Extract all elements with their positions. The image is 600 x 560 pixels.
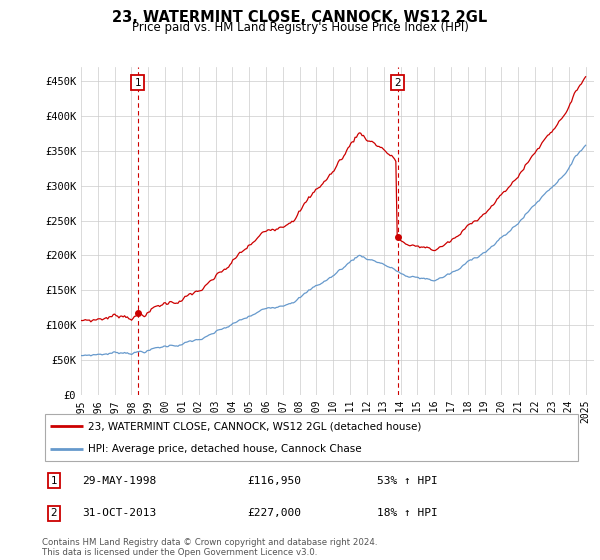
Text: 18% ↑ HPI: 18% ↑ HPI <box>377 508 437 519</box>
Text: 23, WATERMINT CLOSE, CANNOCK, WS12 2GL (detached house): 23, WATERMINT CLOSE, CANNOCK, WS12 2GL (… <box>88 421 421 431</box>
Text: £116,950: £116,950 <box>247 475 301 486</box>
Text: 1: 1 <box>50 475 57 486</box>
Text: 29-MAY-1998: 29-MAY-1998 <box>83 475 157 486</box>
Text: HPI: Average price, detached house, Cannock Chase: HPI: Average price, detached house, Cann… <box>88 444 362 454</box>
Text: 2: 2 <box>50 508 57 519</box>
Text: 53% ↑ HPI: 53% ↑ HPI <box>377 475 437 486</box>
Text: 1: 1 <box>134 77 141 87</box>
Text: 31-OCT-2013: 31-OCT-2013 <box>83 508 157 519</box>
Text: Price paid vs. HM Land Registry's House Price Index (HPI): Price paid vs. HM Land Registry's House … <box>131 21 469 34</box>
Text: 2: 2 <box>394 77 401 87</box>
FancyBboxPatch shape <box>45 414 578 461</box>
Text: Contains HM Land Registry data © Crown copyright and database right 2024.
This d: Contains HM Land Registry data © Crown c… <box>42 538 377 557</box>
Text: £227,000: £227,000 <box>247 508 301 519</box>
Text: 23, WATERMINT CLOSE, CANNOCK, WS12 2GL: 23, WATERMINT CLOSE, CANNOCK, WS12 2GL <box>112 10 488 25</box>
